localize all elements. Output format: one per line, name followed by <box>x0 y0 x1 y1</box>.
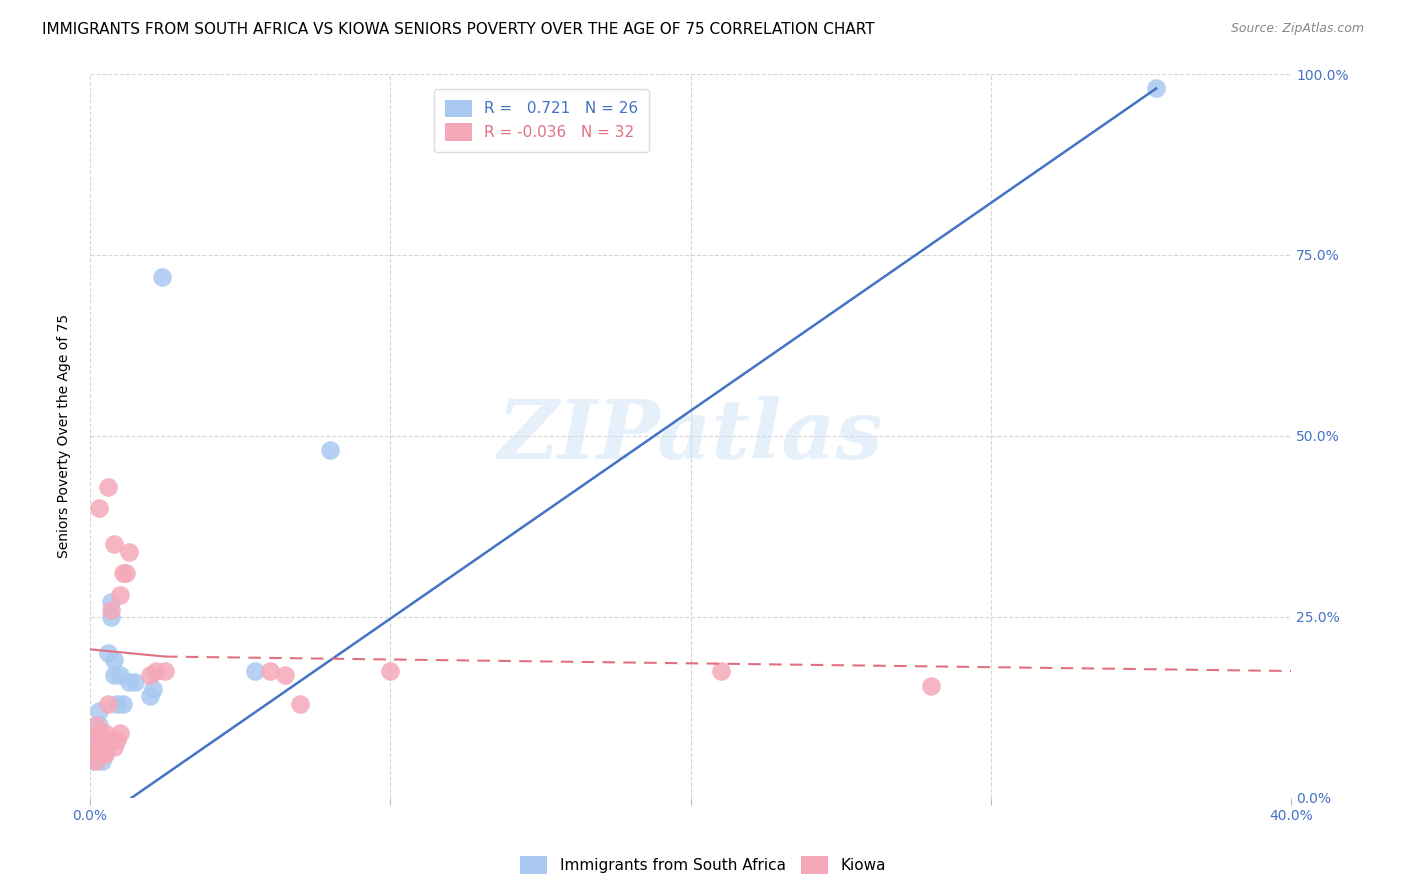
Point <box>82 755 104 769</box>
Point <box>100 595 122 609</box>
Point <box>105 697 128 711</box>
Point <box>920 679 942 693</box>
Point <box>105 732 128 747</box>
Point <box>115 566 138 581</box>
Point <box>87 725 110 739</box>
Point <box>87 501 110 516</box>
Point <box>103 537 125 551</box>
Point <box>139 690 162 704</box>
Point <box>111 697 134 711</box>
Point <box>139 667 162 681</box>
Point <box>319 443 342 458</box>
Point <box>84 755 107 769</box>
Point <box>108 667 131 681</box>
Point <box>84 718 107 732</box>
Point <box>100 732 122 747</box>
Point <box>82 747 104 762</box>
Y-axis label: Seniors Poverty Over the Age of 75: Seniors Poverty Over the Age of 75 <box>58 314 72 558</box>
Point <box>94 747 117 762</box>
Point <box>710 664 733 678</box>
Point <box>97 479 120 493</box>
Point <box>82 732 104 747</box>
Legend: Immigrants from South Africa, Kiowa: Immigrants from South Africa, Kiowa <box>513 850 893 880</box>
Point <box>100 609 122 624</box>
Point <box>145 664 167 678</box>
Point <box>153 664 176 678</box>
Point <box>150 269 173 284</box>
Point <box>111 566 134 581</box>
Point <box>118 674 141 689</box>
Point <box>142 682 165 697</box>
Point <box>108 725 131 739</box>
Point <box>243 664 266 678</box>
Text: Source: ZipAtlas.com: Source: ZipAtlas.com <box>1230 22 1364 36</box>
Point <box>97 646 120 660</box>
Point <box>103 653 125 667</box>
Point <box>94 732 117 747</box>
Point <box>97 697 120 711</box>
Point <box>91 755 114 769</box>
Point <box>94 747 117 762</box>
Point <box>103 739 125 754</box>
Point <box>91 739 114 754</box>
Point <box>87 718 110 732</box>
Point <box>259 664 281 678</box>
Point <box>82 747 104 762</box>
Point <box>91 739 114 754</box>
Point <box>124 674 146 689</box>
Point <box>84 732 107 747</box>
Text: ZIPatlas: ZIPatlas <box>498 396 883 475</box>
Point <box>100 602 122 616</box>
Point <box>108 588 131 602</box>
Point <box>87 747 110 762</box>
Point <box>84 747 107 762</box>
Legend: R =   0.721   N = 26, R = -0.036   N = 32: R = 0.721 N = 26, R = -0.036 N = 32 <box>434 89 650 152</box>
Point <box>274 667 297 681</box>
Text: IMMIGRANTS FROM SOUTH AFRICA VS KIOWA SENIORS POVERTY OVER THE AGE OF 75 CORRELA: IMMIGRANTS FROM SOUTH AFRICA VS KIOWA SE… <box>42 22 875 37</box>
Point <box>103 667 125 681</box>
Point <box>118 544 141 558</box>
Point <box>91 747 114 762</box>
Point <box>87 704 110 718</box>
Point <box>380 664 402 678</box>
Point <box>1144 81 1167 95</box>
Point <box>288 697 311 711</box>
Point <box>94 725 117 739</box>
